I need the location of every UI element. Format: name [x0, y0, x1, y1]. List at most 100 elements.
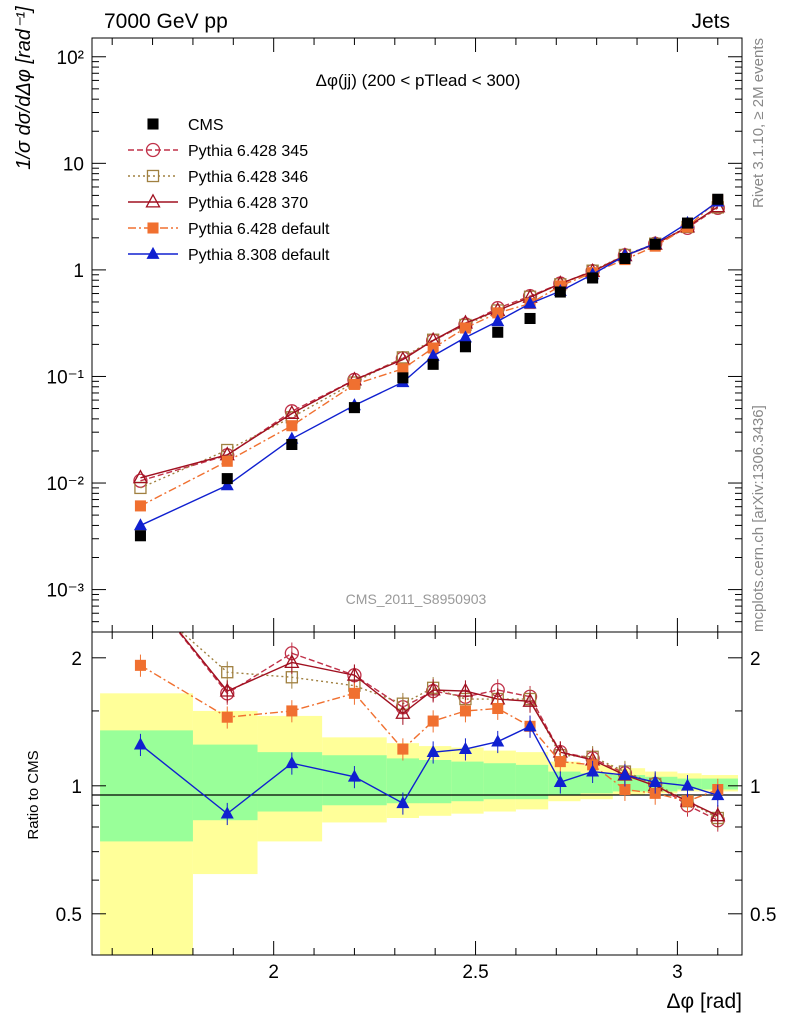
legend-marker [147, 118, 159, 130]
ratio-point [648, 774, 662, 788]
band-inner [580, 773, 613, 794]
main-axis-ticks: 10⁻³ 10⁻² 10⁻¹ 1 10 10² [47, 38, 742, 633]
data-point [286, 438, 298, 451]
header-observable: Jets [691, 10, 730, 33]
data-point [221, 473, 233, 485]
ratio-point [284, 653, 300, 669]
legend-marker [146, 169, 160, 183]
ratio-frame [91, 631, 743, 956]
legend-label: CMS [188, 117, 224, 134]
ratio-point [523, 719, 537, 732]
ratio-series [133, 632, 726, 832]
ratio-point [710, 807, 726, 822]
legend: CMS Pythia 6.428 345 Pythia 6.428 346 Pythi… [128, 117, 330, 264]
watermark: CMS_2011_S8950903 [346, 591, 487, 607]
data-point [681, 217, 694, 229]
series-point [284, 405, 300, 420]
plot-title: Δφ(jj) (200 < pTlead < 300) [316, 71, 521, 90]
x-tick-label: 2.5 [462, 962, 488, 983]
ratio-series-group [133, 715, 725, 826]
header-process: 7000 GeV pp [104, 10, 228, 33]
ratio-plot: 0.5 0.5 1 1 2 2 2 2.5 3 [56, 631, 776, 983]
ratio-y-tick-label: 1 [71, 777, 82, 798]
ratio-point [346, 666, 363, 681]
rivet-version: Rivet 3.1.10, ≥ 2M events [750, 38, 767, 208]
ratio-point [492, 702, 504, 715]
x-axis-label: Δφ [rad] [667, 990, 743, 1013]
series-point [220, 478, 234, 491]
data-point [492, 326, 504, 338]
legend-marker [146, 246, 160, 259]
y-tick-label: 1 [73, 261, 84, 282]
ratio-point [220, 806, 234, 819]
ratio-point [491, 734, 505, 747]
series-point [133, 518, 147, 531]
ratio-axis-ticks: 0.5 0.5 1 1 2 2 2 2.5 3 [56, 632, 776, 983]
legend-label: Pythia 6.428 default [188, 221, 330, 238]
ratio-uncertainty-bands [100, 693, 738, 955]
data-point [712, 193, 724, 205]
series-point [426, 348, 440, 361]
series-point [397, 363, 409, 375]
series-line [140, 206, 719, 489]
ratio-y-tick-label-right: 2 [750, 649, 761, 670]
series-point [523, 296, 537, 309]
ratio-point [425, 681, 441, 696]
ratio-point [396, 796, 410, 809]
ratio-y-tick-label: 0.5 [56, 905, 82, 926]
data-point [427, 358, 439, 370]
legend-marker [145, 142, 161, 158]
data-point [587, 272, 599, 284]
data-point [348, 402, 360, 414]
data-point [554, 286, 566, 298]
ratio-point [618, 767, 632, 780]
ratio-point [134, 659, 146, 671]
mcplots-reference: mcplots.cern.ch [arXiv:1306.3436] [750, 405, 767, 632]
ratio-point [395, 704, 411, 719]
data-point [619, 252, 631, 264]
legend-label: Pythia 6.428 370 [188, 195, 308, 212]
series-point [134, 500, 146, 512]
series-point [491, 314, 505, 327]
ratio-point [554, 756, 566, 768]
data-point [397, 372, 409, 384]
ratio-point [285, 756, 299, 769]
data-point [524, 312, 536, 325]
series-point [427, 342, 439, 354]
series-point [458, 330, 472, 343]
ratio-point [553, 774, 567, 788]
ratio-y-axis-label: Ratio to CMS [25, 750, 42, 839]
series-point [348, 378, 360, 390]
y-tick-label: 10⁻² [47, 474, 85, 495]
x-tick-label: 3 [672, 962, 683, 983]
ratio-point [619, 784, 631, 796]
ratio-point [286, 705, 298, 717]
legend-label: Pythia 6.428 346 [188, 169, 308, 186]
data-point [649, 238, 661, 250]
ratio-y-tick-label: 2 [71, 649, 82, 670]
ratio-point [680, 778, 694, 791]
y-tick-label: 10 [63, 154, 84, 175]
y-tick-label: 10⁻³ [47, 581, 85, 602]
ratio-point [522, 692, 538, 707]
series-point [459, 322, 471, 334]
data-point [459, 341, 471, 353]
ratio-point [427, 715, 439, 727]
ratio-point [221, 711, 233, 723]
ratio-point [426, 744, 440, 758]
ratio-point [459, 705, 471, 717]
ylabel-text: 1/σ dσ/dΔφ [rad⁻¹] [13, 6, 35, 170]
ratio-y-tick-label-right: 0.5 [750, 905, 776, 926]
ratio-point [133, 737, 147, 750]
ratio-point [458, 741, 472, 754]
main-y-axis-label: 1/σ dσ/dΔφ [rad⁻¹] [13, 6, 35, 170]
ratio-point [457, 682, 474, 697]
y-tick-label: 10⁻¹ [47, 367, 85, 388]
main-series [132, 193, 726, 542]
band-inner [515, 764, 549, 800]
series-point [132, 469, 149, 484]
ratio-point [397, 743, 409, 755]
ratio-point [221, 666, 234, 679]
legend-label: Pythia 8.308 default [188, 247, 330, 264]
series-point [221, 443, 234, 457]
